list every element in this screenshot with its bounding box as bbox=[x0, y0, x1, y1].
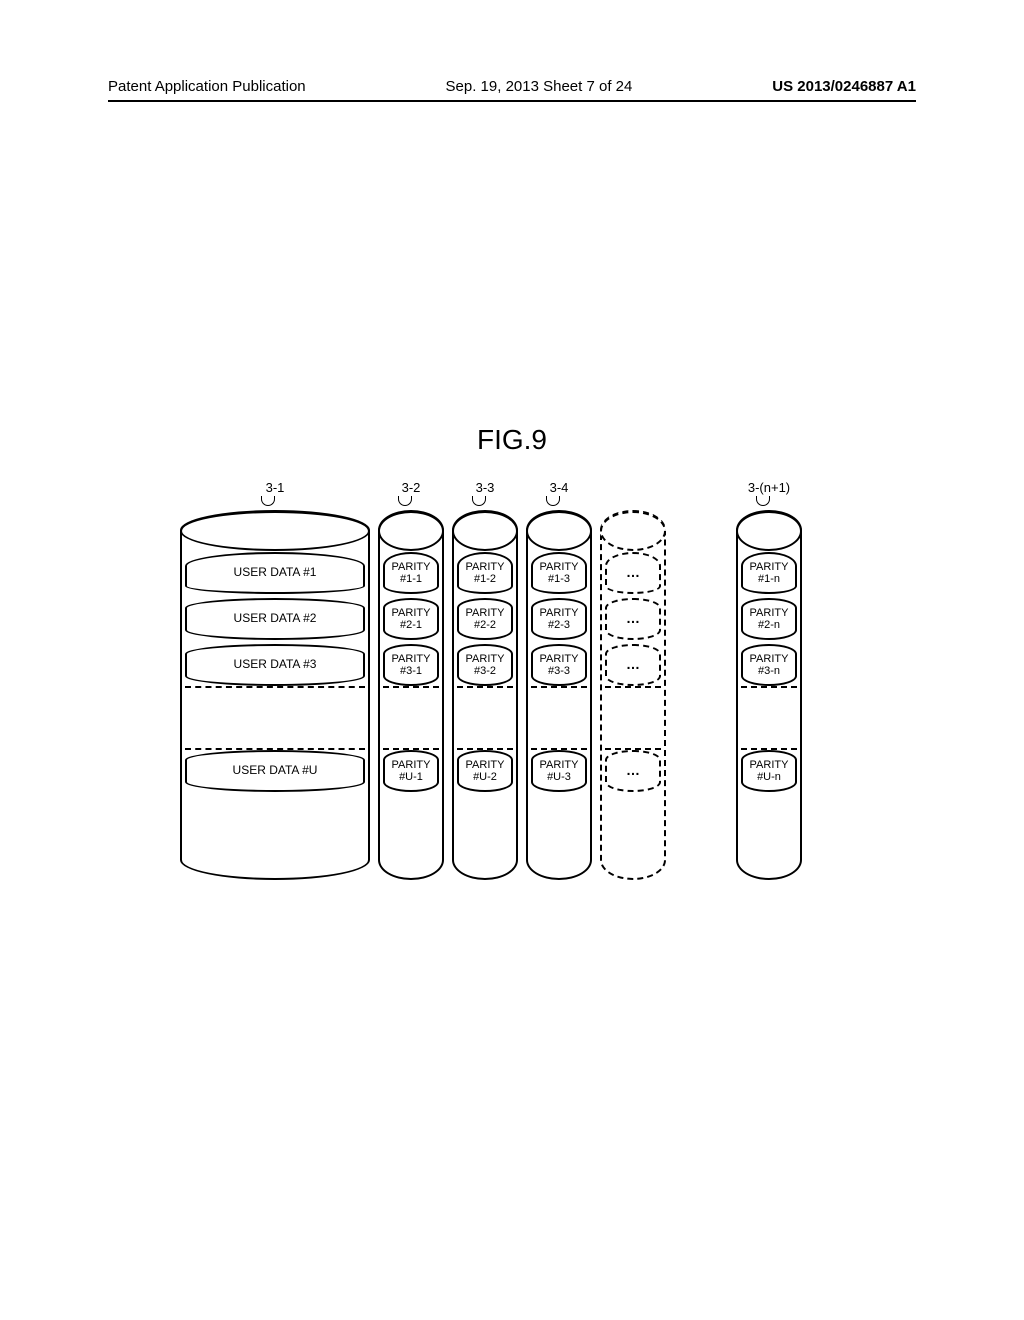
column-label: 3-4 bbox=[550, 480, 569, 495]
row-divider-dashed bbox=[383, 748, 439, 750]
parity-disk: PARITY#1-3 PARITY#2-3 PARITY#3-3 PARITY#U-3 bbox=[526, 510, 592, 880]
user-data-cell: USER DATA #1 bbox=[185, 552, 365, 594]
parity-cell: PARITY#3-2 bbox=[457, 644, 513, 686]
parity-cell: PARITY#3-1 bbox=[383, 644, 439, 686]
column-label: 3-1 bbox=[266, 480, 285, 495]
parity-cell: PARITY#2-n bbox=[741, 598, 797, 640]
parity-cell: PARITY#1-3 bbox=[531, 552, 587, 594]
parity-cell: PARITY#U-n bbox=[741, 750, 797, 792]
cell-text: PARITY#2-1 bbox=[392, 607, 431, 631]
row-divider-dashed bbox=[531, 686, 587, 688]
column-label: 3-3 bbox=[476, 480, 495, 495]
user-data-cell: USER DATA #U bbox=[185, 750, 365, 792]
parity-cell: PARITY#2-2 bbox=[457, 598, 513, 640]
ellipsis: … bbox=[626, 565, 640, 580]
row-divider-dashed bbox=[531, 748, 587, 750]
user-data-disk: USER DATA #1USER DATA #2USER DATA #3 USER… bbox=[180, 510, 370, 880]
parity-disk: PARITY#1-2 PARITY#2-2 PARITY#3-2 PARITY#U-2 bbox=[452, 510, 518, 880]
cell-text: PARITY#U-1 bbox=[392, 759, 431, 783]
ellipsis-cell: … bbox=[605, 644, 661, 686]
user-data-cell: USER DATA #3 bbox=[185, 644, 365, 686]
leader-hook bbox=[756, 496, 770, 506]
parity-disk: PARITY#1-n PARITY#2-n PARITY#3-n PARITY#U-n bbox=[736, 510, 802, 880]
parity-cell: PARITY#U-2 bbox=[457, 750, 513, 792]
column-label: 3-2 bbox=[402, 480, 421, 495]
cylinder-top-ellipse bbox=[736, 511, 802, 551]
row-divider-dashed bbox=[457, 748, 513, 750]
cell-text: PARITY#3-1 bbox=[392, 653, 431, 677]
header-center: Sep. 19, 2013 Sheet 7 of 24 bbox=[446, 78, 633, 95]
cylinder-top-ellipse bbox=[600, 511, 666, 551]
cell-text: PARITY#U-n bbox=[750, 759, 789, 783]
parity-cell: PARITY#1-1 bbox=[383, 552, 439, 594]
cell-text: PARITY#1-2 bbox=[466, 561, 505, 585]
cell-text: PARITY#2-3 bbox=[540, 607, 579, 631]
ellipsis-cell: … bbox=[605, 552, 661, 594]
row-divider-dashed bbox=[383, 686, 439, 688]
row-divider-dashed bbox=[605, 748, 661, 750]
cell-text: PARITY#1-3 bbox=[540, 561, 579, 585]
diagram-fig9: 3-1USER DATA #1USER DATA #2USER DATA #3U… bbox=[180, 480, 860, 900]
cell-text: PARITY#2-n bbox=[750, 607, 789, 631]
header-rule bbox=[108, 100, 916, 102]
header-left: Patent Application Publication bbox=[108, 78, 306, 95]
cell-text: PARITY#3-2 bbox=[466, 653, 505, 677]
ellipsis: … bbox=[626, 763, 640, 778]
row-divider-dashed bbox=[185, 748, 365, 750]
parity-disk: PARITY#1-1 PARITY#2-1 PARITY#3-1 PARITY#U-1 bbox=[378, 510, 444, 880]
leader-hook bbox=[472, 496, 486, 506]
row-divider-dashed bbox=[605, 686, 661, 688]
row-divider-dashed bbox=[457, 686, 513, 688]
leader-hook bbox=[546, 496, 560, 506]
ellipsis: … bbox=[626, 657, 640, 672]
column-label: 3-(n+1) bbox=[748, 480, 790, 495]
parity-cell: PARITY#1-n bbox=[741, 552, 797, 594]
cell-text: PARITY#1-1 bbox=[392, 561, 431, 585]
row-divider-dashed bbox=[741, 748, 797, 750]
header-right: US 2013/0246887 A1 bbox=[772, 78, 916, 95]
row-divider-dashed bbox=[741, 686, 797, 688]
parity-cell: PARITY#3-3 bbox=[531, 644, 587, 686]
ellipsis: … bbox=[626, 611, 640, 626]
cylinder-top-ellipse bbox=[180, 511, 370, 551]
ellipsis-cell: … bbox=[605, 750, 661, 792]
cell-text: PARITY#U-3 bbox=[540, 759, 579, 783]
parity-cell: PARITY#U-3 bbox=[531, 750, 587, 792]
parity-cell: PARITY#2-1 bbox=[383, 598, 439, 640]
cylinder-top-ellipse bbox=[378, 511, 444, 551]
figure-title: FIG.9 bbox=[0, 424, 1024, 456]
cell-text: PARITY#3-3 bbox=[540, 653, 579, 677]
cylinder-top-ellipse bbox=[452, 511, 518, 551]
cell-text: PARITY#U-2 bbox=[466, 759, 505, 783]
user-data-cell: USER DATA #2 bbox=[185, 598, 365, 640]
leader-hook bbox=[398, 496, 412, 506]
cell-text: PARITY#3-n bbox=[750, 653, 789, 677]
parity-cell: PARITY#2-3 bbox=[531, 598, 587, 640]
leader-hook bbox=[261, 496, 275, 506]
parity-disk: … … … … bbox=[600, 510, 666, 880]
parity-cell: PARITY#3-n bbox=[741, 644, 797, 686]
cell-text: PARITY#1-n bbox=[750, 561, 789, 585]
cylinder-top-ellipse bbox=[526, 511, 592, 551]
ellipsis-cell: … bbox=[605, 598, 661, 640]
cell-text: PARITY#2-2 bbox=[466, 607, 505, 631]
page-header: Patent Application Publication Sep. 19, … bbox=[0, 78, 1024, 95]
parity-cell: PARITY#U-1 bbox=[383, 750, 439, 792]
row-divider-dashed bbox=[185, 686, 365, 688]
parity-cell: PARITY#1-2 bbox=[457, 552, 513, 594]
